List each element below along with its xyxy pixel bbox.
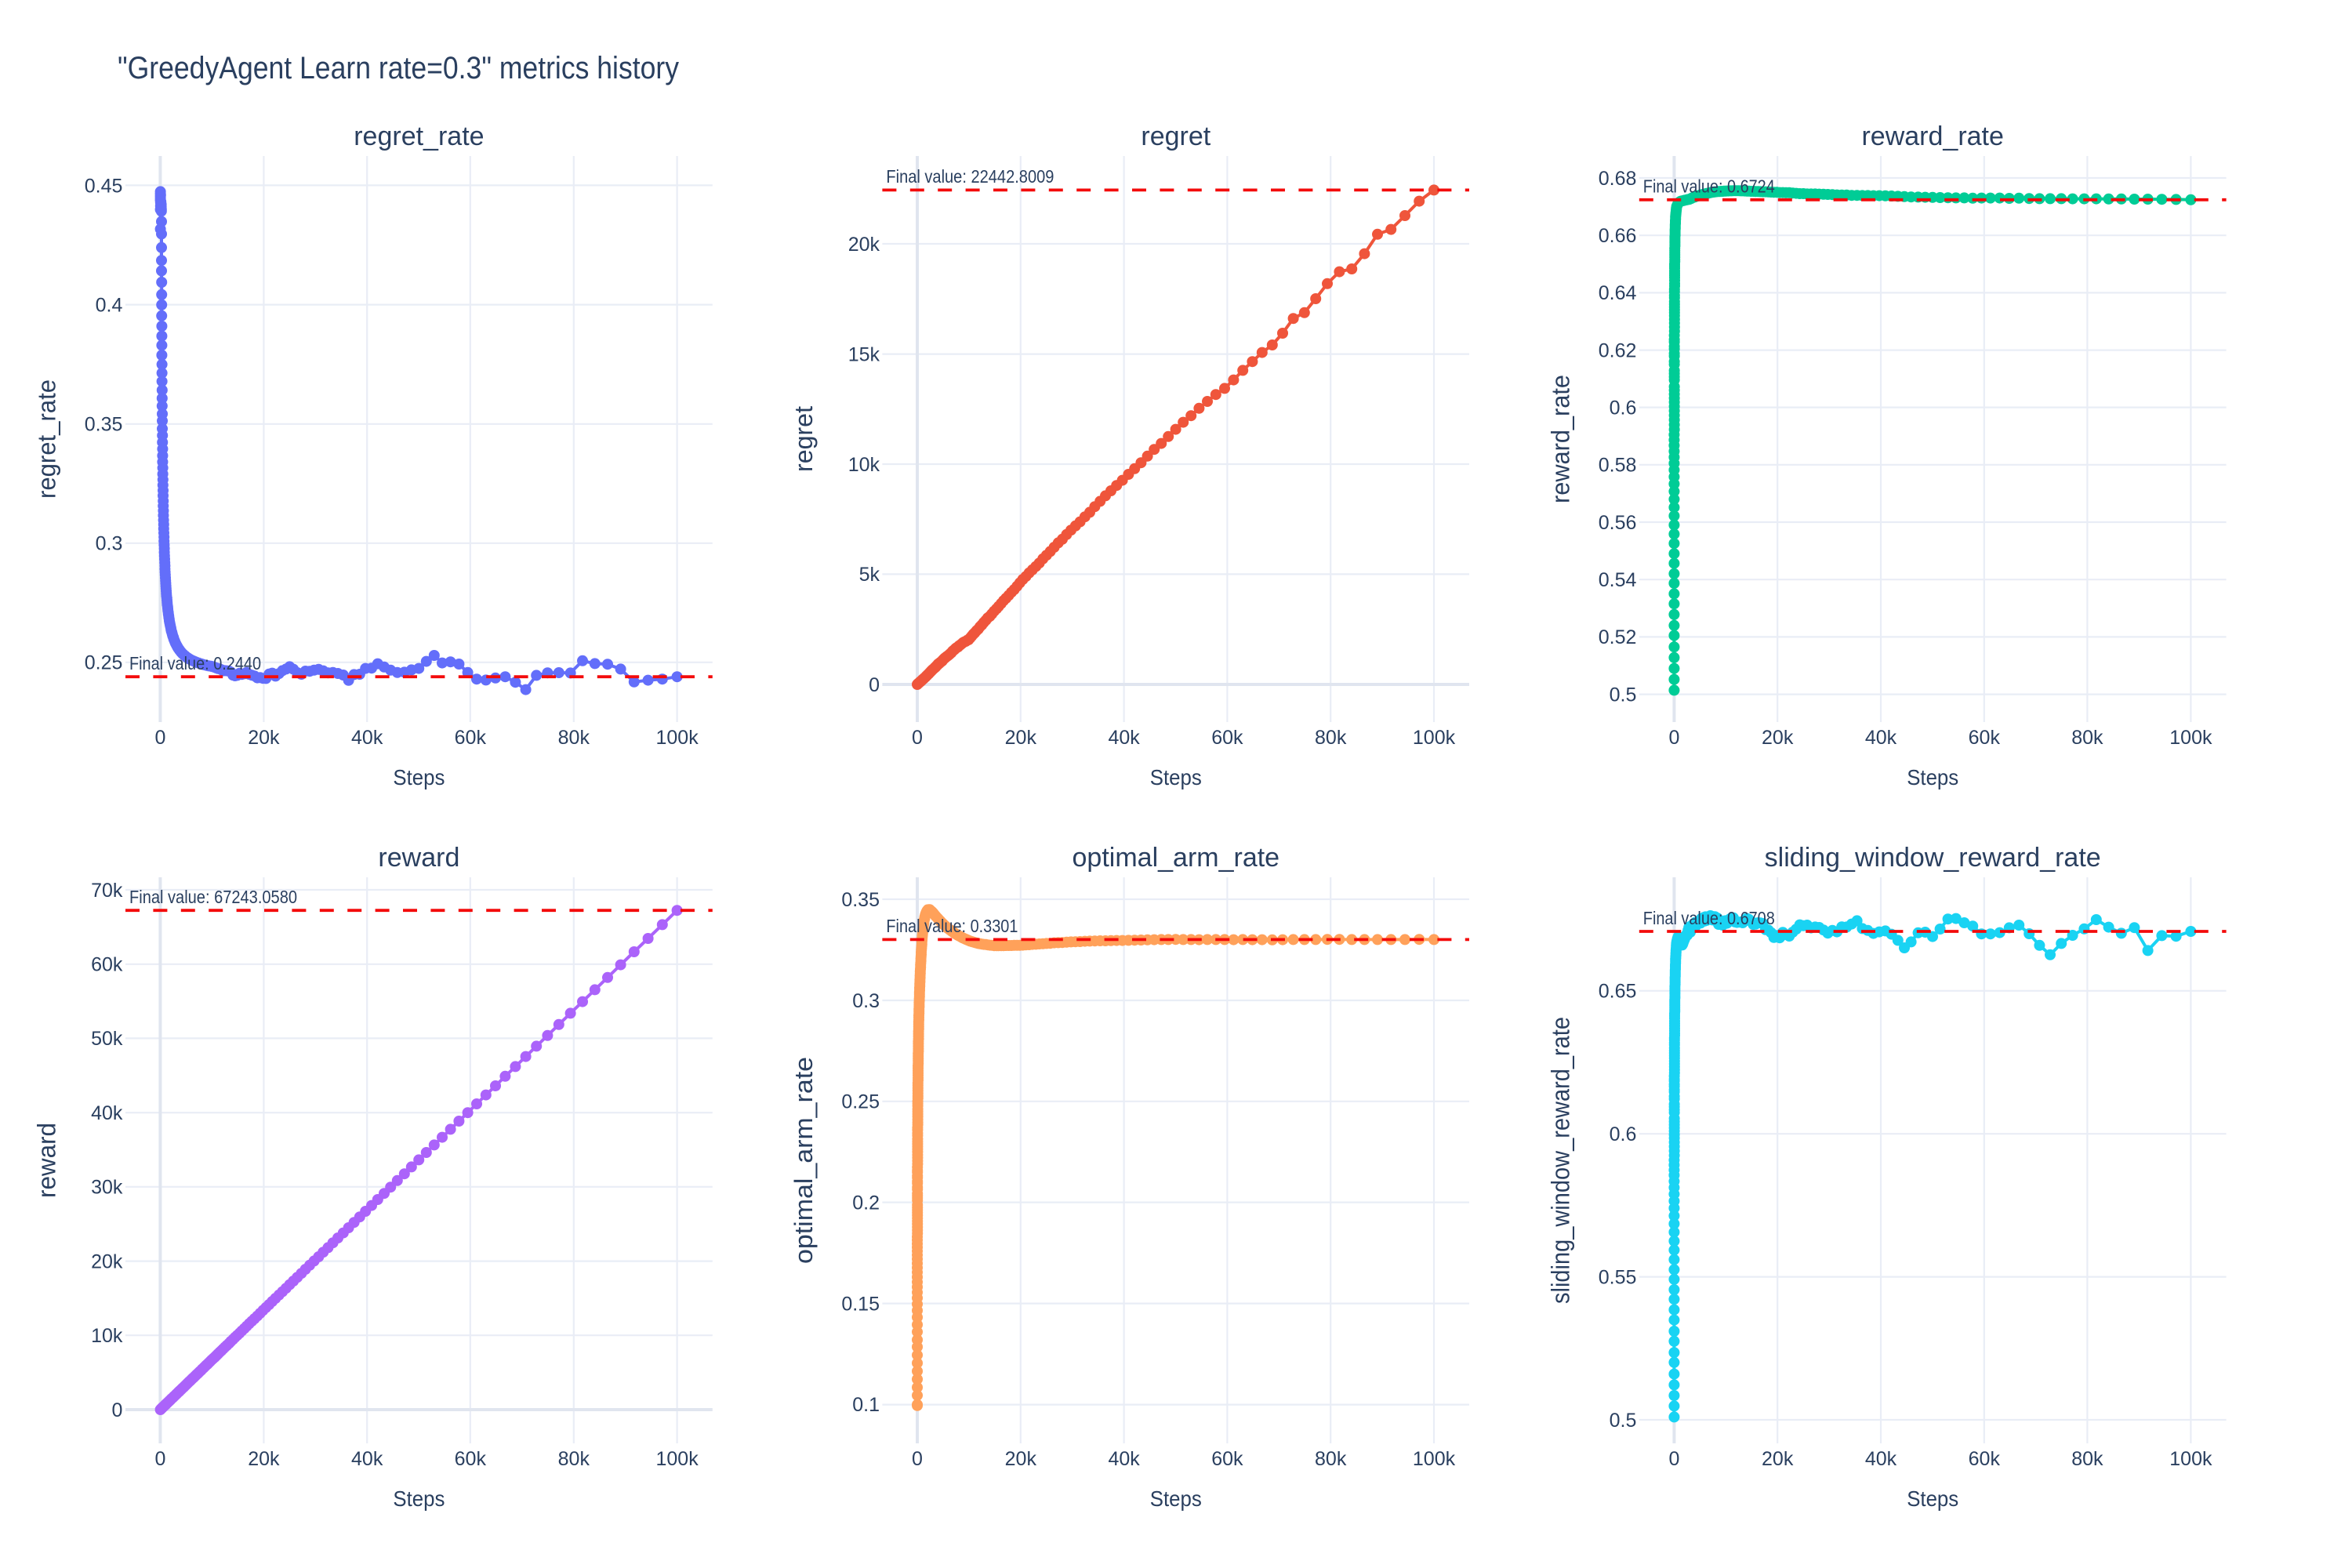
svg-text:reward: reward — [32, 1123, 60, 1198]
svg-text:40k: 40k — [91, 1102, 123, 1124]
svg-text:80k: 80k — [558, 727, 590, 749]
svg-text:60k: 60k — [1211, 1448, 1243, 1470]
svg-text:20k: 20k — [248, 727, 280, 749]
svg-text:0.66: 0.66 — [1599, 225, 1637, 247]
svg-text:0.54: 0.54 — [1599, 569, 1637, 591]
svg-text:0.5: 0.5 — [1610, 1410, 1637, 1432]
svg-text:regret_rate: regret_rate — [32, 379, 60, 499]
svg-text:sliding_window_reward_rate: sliding_window_reward_rate — [1546, 1017, 1574, 1304]
svg-text:80k: 80k — [2071, 1448, 2103, 1470]
svg-text:40k: 40k — [351, 727, 383, 749]
svg-text:Steps: Steps — [1150, 765, 1202, 789]
svg-text:0.58: 0.58 — [1599, 455, 1637, 477]
svg-text:Steps: Steps — [1907, 765, 1958, 789]
svg-text:0.4: 0.4 — [96, 294, 123, 316]
svg-text:regret_rate: regret_rate — [354, 122, 484, 151]
svg-text:Final value: 0.2440: Final value: 0.2440 — [129, 653, 261, 673]
svg-text:40k: 40k — [1865, 1448, 1897, 1470]
svg-text:0.52: 0.52 — [1599, 626, 1637, 648]
svg-text:20k: 20k — [1005, 1448, 1037, 1470]
svg-text:optimal_arm_rate: optimal_arm_rate — [789, 1057, 818, 1264]
svg-text:0.3: 0.3 — [96, 533, 123, 555]
svg-text:50k: 50k — [91, 1028, 123, 1050]
svg-text:Steps: Steps — [393, 765, 445, 789]
svg-text:reward: reward — [378, 843, 459, 873]
svg-text:0.3: 0.3 — [852, 990, 880, 1012]
svg-text:Steps: Steps — [1150, 1486, 1202, 1511]
svg-text:0.62: 0.62 — [1599, 339, 1637, 361]
svg-text:0.45: 0.45 — [85, 175, 123, 197]
svg-text:70k: 70k — [91, 880, 123, 902]
svg-text:20k: 20k — [248, 1448, 280, 1470]
svg-text:20k: 20k — [1762, 727, 1794, 749]
svg-text:100k: 100k — [1413, 1448, 1456, 1470]
svg-text:0.5: 0.5 — [1610, 684, 1637, 706]
svg-text:Final value: 0.6724: Final value: 0.6724 — [1643, 176, 1775, 197]
svg-text:10k: 10k — [91, 1325, 123, 1347]
svg-text:30k: 30k — [91, 1177, 123, 1199]
svg-text:100k: 100k — [1413, 727, 1456, 749]
svg-text:0: 0 — [912, 1448, 923, 1470]
svg-text:0.55: 0.55 — [1599, 1266, 1637, 1288]
svg-text:0: 0 — [111, 1399, 122, 1421]
svg-text:20k: 20k — [848, 234, 880, 256]
svg-text:40k: 40k — [1108, 727, 1140, 749]
svg-text:0: 0 — [154, 1448, 165, 1470]
svg-text:"GreedyAgent Learn rate=0.3" m: "GreedyAgent Learn rate=0.3" metrics his… — [118, 51, 679, 85]
svg-text:60k: 60k — [1969, 727, 2001, 749]
svg-text:0: 0 — [154, 727, 165, 749]
svg-text:20k: 20k — [1762, 1448, 1794, 1470]
svg-text:100k: 100k — [2169, 727, 2212, 749]
svg-text:60k: 60k — [1969, 1448, 2001, 1470]
svg-text:regret: regret — [789, 406, 818, 472]
svg-text:0.56: 0.56 — [1599, 512, 1637, 534]
svg-text:0.64: 0.64 — [1599, 282, 1637, 304]
svg-text:20k: 20k — [1005, 727, 1037, 749]
svg-text:0.15: 0.15 — [841, 1293, 880, 1315]
svg-text:15k: 15k — [848, 343, 880, 365]
svg-text:10k: 10k — [848, 454, 880, 476]
svg-text:0.68: 0.68 — [1599, 168, 1637, 190]
svg-text:40k: 40k — [351, 1448, 383, 1470]
svg-text:0.2: 0.2 — [852, 1192, 880, 1214]
svg-text:0.65: 0.65 — [1599, 981, 1637, 1003]
svg-text:0.25: 0.25 — [85, 652, 123, 674]
svg-text:Steps: Steps — [1907, 1486, 1958, 1511]
svg-text:Final value: 22442.8009: Final value: 22442.8009 — [886, 166, 1054, 187]
svg-text:optimal_arm_rate: optimal_arm_rate — [1073, 843, 1280, 873]
svg-text:80k: 80k — [1315, 727, 1347, 749]
svg-text:sliding_window_reward_rate: sliding_window_reward_rate — [1765, 843, 2101, 873]
svg-text:5k: 5k — [859, 564, 880, 586]
svg-text:0: 0 — [1668, 1448, 1679, 1470]
svg-text:reward_rate: reward_rate — [1546, 375, 1574, 503]
svg-text:regret: regret — [1141, 122, 1210, 151]
svg-text:40k: 40k — [1865, 727, 1897, 749]
svg-text:Final value: 67243.0580: Final value: 67243.0580 — [129, 887, 297, 907]
svg-text:0.6: 0.6 — [1610, 1123, 1637, 1145]
svg-text:80k: 80k — [2071, 727, 2103, 749]
svg-text:40k: 40k — [1108, 1448, 1140, 1470]
svg-text:0.35: 0.35 — [841, 889, 880, 911]
svg-text:100k: 100k — [655, 1448, 699, 1470]
svg-text:100k: 100k — [655, 727, 699, 749]
svg-text:60k: 60k — [1211, 727, 1243, 749]
svg-text:Steps: Steps — [393, 1486, 445, 1511]
svg-text:0: 0 — [912, 727, 923, 749]
svg-text:0: 0 — [869, 674, 880, 696]
svg-text:60k: 60k — [455, 1448, 487, 1470]
svg-text:20k: 20k — [91, 1250, 123, 1272]
svg-text:Final value: 0.6708: Final value: 0.6708 — [1643, 908, 1775, 928]
svg-text:0: 0 — [1668, 727, 1679, 749]
svg-text:80k: 80k — [1315, 1448, 1347, 1470]
svg-text:0.6: 0.6 — [1610, 397, 1637, 419]
svg-text:80k: 80k — [558, 1448, 590, 1470]
svg-text:100k: 100k — [2169, 1448, 2212, 1470]
svg-text:0.35: 0.35 — [85, 414, 123, 436]
svg-text:60k: 60k — [455, 727, 487, 749]
svg-text:0.1: 0.1 — [852, 1394, 880, 1416]
svg-text:60k: 60k — [91, 954, 123, 976]
svg-text:Final value: 0.3301: Final value: 0.3301 — [886, 916, 1018, 936]
svg-text:reward_rate: reward_rate — [1861, 122, 2003, 151]
svg-text:0.25: 0.25 — [841, 1091, 880, 1113]
